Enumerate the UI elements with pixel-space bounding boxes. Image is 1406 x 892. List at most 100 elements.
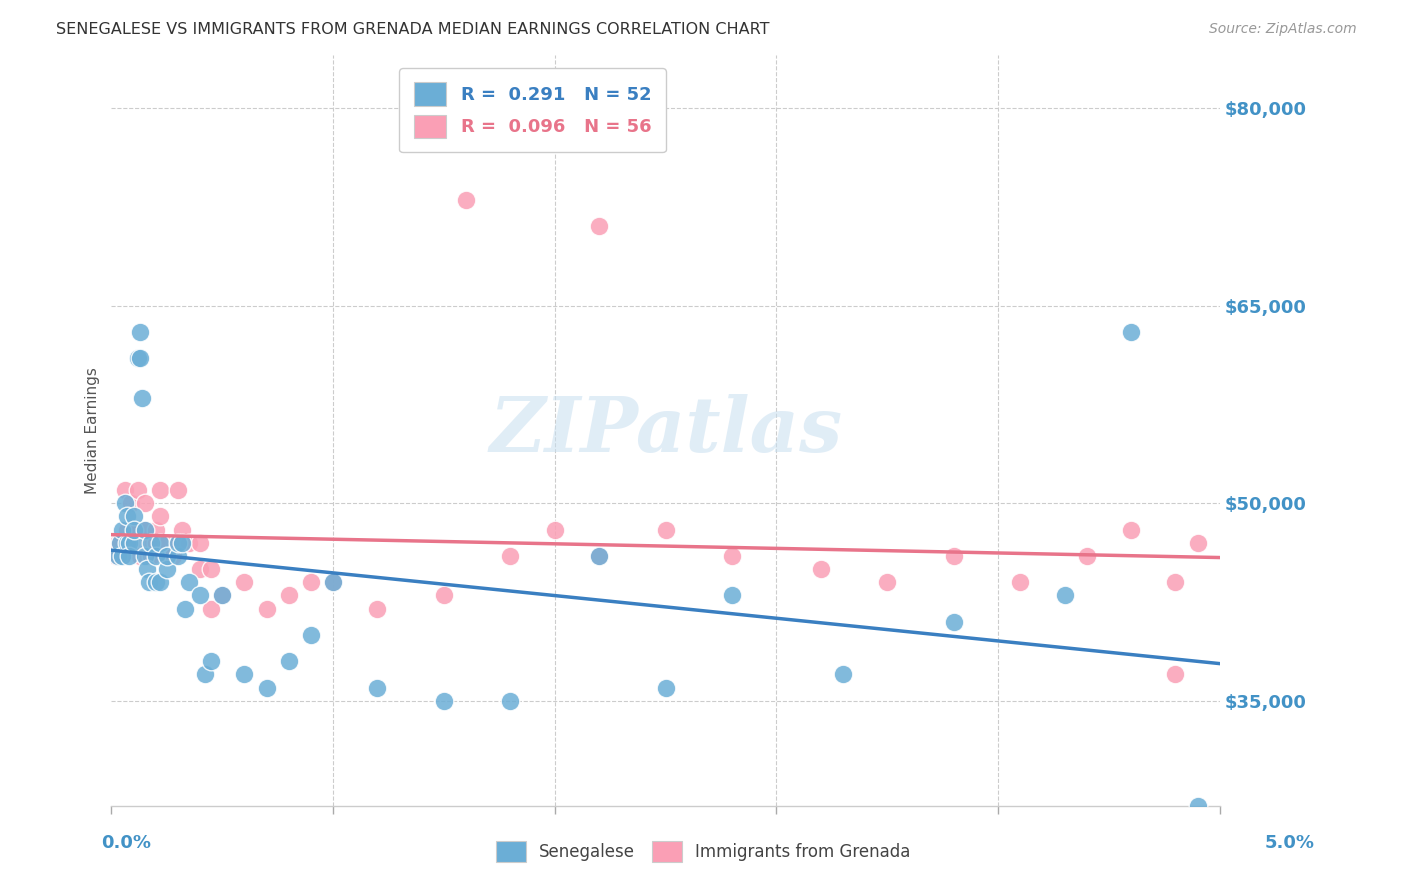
Point [141, 549, 163, 563]
Point [104, 549, 127, 563]
Point [942, 615, 965, 629]
Point [876, 575, 898, 590]
Point [114, 483, 136, 497]
Point [149, 575, 172, 590]
Point [129, 351, 152, 366]
Point [111, 549, 134, 563]
Text: SENEGALESE VS IMMIGRANTS FROM GRENADA MEDIAN EARNINGS CORRELATION CHART: SENEGALESE VS IMMIGRANTS FROM GRENADA ME… [56, 22, 769, 37]
Point [366, 681, 388, 695]
Point [135, 562, 157, 576]
Point [654, 681, 676, 695]
Point [138, 535, 160, 549]
Point [167, 535, 190, 549]
Point [115, 523, 138, 537]
Point [149, 535, 172, 549]
Point [107, 549, 129, 563]
Point [233, 667, 256, 681]
Point [110, 535, 132, 549]
Point [156, 549, 179, 563]
Point [145, 535, 167, 549]
Point [107, 535, 129, 549]
Point [172, 523, 194, 537]
Point [122, 535, 145, 549]
Point [129, 325, 152, 339]
Point [156, 562, 179, 576]
Point [138, 575, 160, 590]
Point [115, 535, 138, 549]
Point [172, 535, 194, 549]
Point [454, 193, 477, 207]
Point [721, 549, 744, 563]
Point [115, 509, 138, 524]
Point [299, 575, 322, 590]
Point [810, 562, 832, 576]
Point [122, 523, 145, 537]
Point [162, 549, 184, 563]
Point [188, 588, 211, 602]
Point [211, 588, 233, 602]
Point [277, 588, 299, 602]
Point [156, 535, 179, 549]
Point [193, 667, 215, 681]
Point [167, 483, 190, 497]
Point [322, 575, 344, 590]
Point [1119, 325, 1142, 339]
Point [654, 523, 676, 537]
Point [1119, 523, 1142, 537]
Text: ZIPatlas: ZIPatlas [489, 393, 842, 467]
Point [1010, 575, 1032, 590]
Point [149, 509, 172, 524]
Point [588, 549, 610, 563]
Point [233, 575, 256, 590]
Point [200, 562, 222, 576]
Point [177, 575, 200, 590]
Legend: Senegalese, Immigrants from Grenada: Senegalese, Immigrants from Grenada [488, 832, 918, 871]
Point [177, 535, 200, 549]
Point [588, 549, 610, 563]
Point [211, 588, 233, 602]
Point [200, 654, 222, 668]
Point [256, 681, 278, 695]
Point [299, 628, 322, 642]
Point [120, 496, 142, 510]
Point [122, 535, 145, 549]
Point [832, 667, 855, 681]
Point [322, 575, 344, 590]
Point [200, 601, 222, 615]
Point [173, 601, 195, 615]
Point [167, 535, 190, 549]
Point [499, 549, 522, 563]
Point [127, 523, 149, 537]
Point [588, 219, 610, 234]
Point [544, 523, 567, 537]
Point [499, 694, 522, 708]
Point [1187, 799, 1209, 814]
Point [1164, 575, 1187, 590]
Point [942, 549, 965, 563]
Point [149, 483, 172, 497]
Point [114, 496, 136, 510]
Point [111, 549, 134, 563]
Point [134, 549, 156, 563]
Point [131, 391, 153, 405]
Point [366, 601, 388, 615]
Point [111, 523, 134, 537]
Point [145, 549, 167, 563]
Text: Source: ZipAtlas.com: Source: ZipAtlas.com [1209, 22, 1357, 37]
Point [141, 535, 163, 549]
Text: 5.0%: 5.0% [1264, 834, 1315, 852]
Point [118, 549, 141, 563]
Point [145, 523, 167, 537]
Point [145, 575, 167, 590]
Point [188, 562, 211, 576]
Point [277, 654, 299, 668]
Point [156, 549, 179, 563]
Point [127, 483, 149, 497]
Point [1187, 535, 1209, 549]
Point [134, 496, 156, 510]
Point [433, 588, 456, 602]
Legend: R =  0.291   N = 52, R =  0.096   N = 56: R = 0.291 N = 52, R = 0.096 N = 56 [399, 68, 666, 153]
Y-axis label: Median Earnings: Median Earnings [86, 368, 100, 494]
Point [433, 694, 456, 708]
Point [122, 509, 145, 524]
